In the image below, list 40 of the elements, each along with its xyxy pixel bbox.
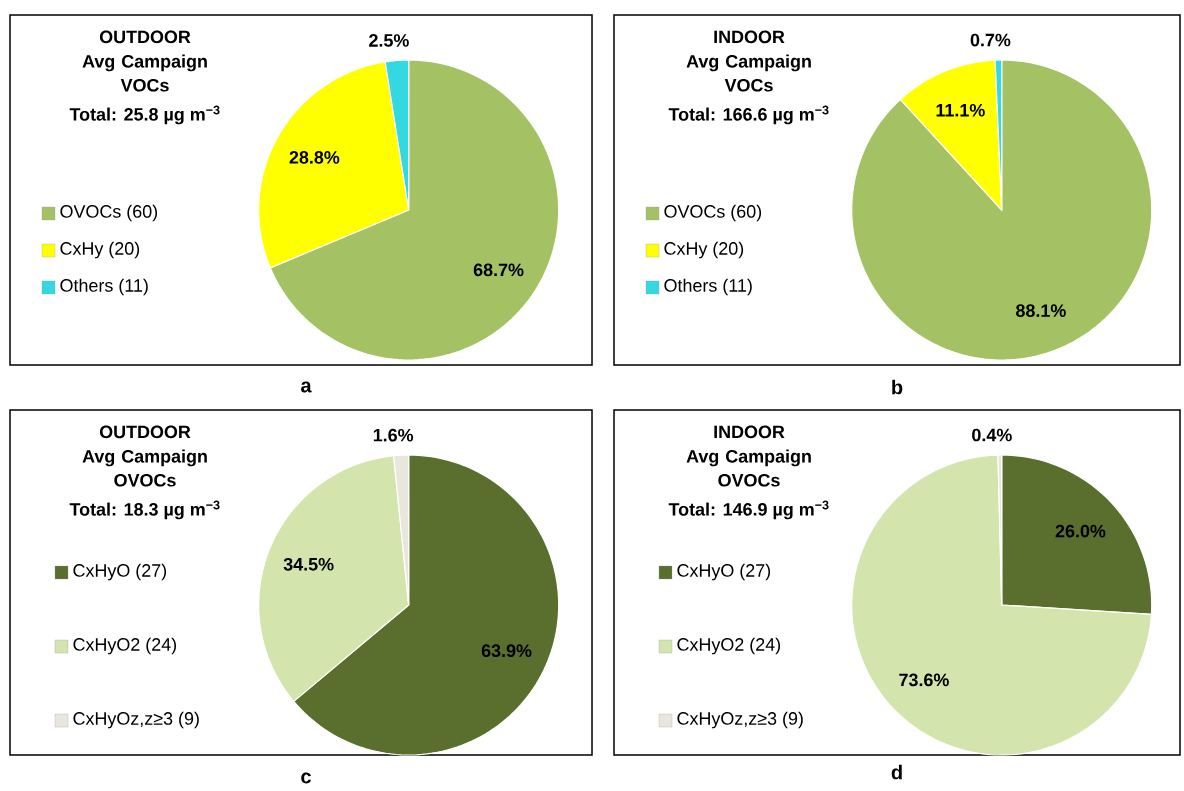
data-label: 26.0% [1055,524,1106,538]
text: c [301,772,311,784]
legend-label: CxHyO2 (24) [73,637,177,655]
legend-label: CxHy (20) [60,241,140,259]
text: Avg Campaign VOCs [686,54,811,92]
chart-title: OUTDOOR [99,30,191,44]
chart-title: INDOOR [714,30,785,44]
text: Total: 18.3 µg m$^{−3}$ [69,500,220,520]
data-label: 68.7% [473,263,524,277]
text: a [301,381,312,393]
data-label: 0.4% [972,428,1012,442]
legend-label: CxHyOz,z≥3 (9) [677,711,803,729]
text: b [892,379,903,395]
data-label: 73.6% [899,673,949,687]
data-label: 1.6% [373,428,414,442]
chart-title: OUTDOOR [99,425,191,439]
data-label: 63.9% [481,644,532,658]
legend-label: CxHyO (27) [677,563,771,581]
legend-label: CxHyO (27) [73,563,167,581]
legend-label: CxHyO2 (24) [677,637,781,655]
text: d [891,764,902,780]
legend-label: CxHy (20) [664,241,744,259]
legend-label: OVOCs (60) [60,204,158,222]
chart-title: INDOOR [714,425,785,439]
legend-label: Others (11) [60,278,148,296]
legend-label: OVOCs (60) [664,204,762,222]
data-label: 28.8% [289,151,340,164]
text: Total: 166.6 µg m$^{−3}$ [668,105,829,125]
data-label: 34.5% [283,557,334,571]
text: Avg Campaign OVOCs [82,449,207,487]
text: Total: 25.8 µg m$^{−3}$ [69,105,220,125]
text: Avg Campaign OVOCs [686,449,811,487]
data-label: 0.7% [970,33,1011,47]
data-label: 2.5% [369,34,409,47]
legend-label: CxHyOz,z≥3 (9) [73,711,199,729]
legend-label: Others (11) [664,278,752,296]
data-label: 88.1% [1016,304,1066,317]
text: Total: 146.9 µg m$^{−3}$ [668,500,829,520]
text: Avg Campaign VOCs [82,54,207,92]
data-label: 11.1% [936,103,985,117]
